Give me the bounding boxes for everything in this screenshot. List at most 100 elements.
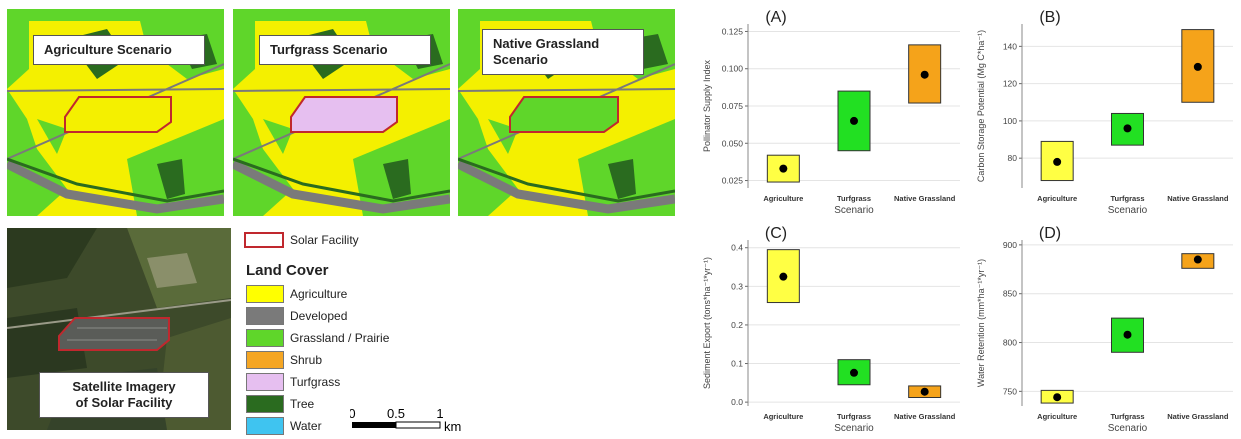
- map-label-line: Satellite Imagery: [72, 379, 176, 394]
- panel-label: (C): [765, 225, 787, 242]
- y-axis-label: Sediment Export (tons*ha⁻¹*yr⁻¹): [702, 257, 712, 389]
- legend-swatch: [246, 373, 284, 391]
- legend-label: Solar Facility: [290, 233, 359, 247]
- map-native-grassland-scenario: Native Grassland Scenario: [458, 9, 675, 216]
- panel-label: (A): [765, 9, 786, 26]
- range-box: [837, 359, 871, 386]
- scale-tick-label: 0.5: [387, 406, 405, 421]
- map-label-line: Native Grassland: [493, 36, 600, 51]
- scale-unit: km: [444, 419, 461, 434]
- scale-tick-label: 1: [436, 406, 443, 421]
- map-label: Turfgrass Scenario: [259, 35, 431, 65]
- legend-item-shrub: Shrub: [246, 350, 322, 370]
- map-label: Native Grassland Scenario: [482, 29, 644, 75]
- x-tick-label: Turfgrass: [837, 194, 871, 203]
- legend-label: Agriculture: [290, 287, 348, 301]
- legend-item-turfgrass: Turfgrass: [246, 372, 340, 392]
- mean-point: [1053, 157, 1062, 166]
- mean-point: [850, 116, 858, 125]
- legend-swatch: [246, 395, 284, 413]
- y-tick-label: 0.125: [722, 26, 744, 36]
- legend-swatch: [246, 307, 284, 325]
- legend-swatch: [246, 285, 284, 303]
- x-tick-label: Agriculture: [763, 194, 803, 203]
- legend-item-water: Water: [246, 416, 322, 436]
- y-axis-label: Pollinator Supply Index: [702, 59, 712, 152]
- mean-point: [1123, 124, 1132, 133]
- chart-panel-a: 0.025 0.050 0.075 0.100 0.125 Agriculture Turf…: [696, 4, 968, 216]
- legend-swatch: [246, 329, 284, 347]
- legend-item-solar-facility: Solar Facility: [244, 232, 359, 248]
- legend-label: Water: [290, 419, 322, 433]
- mean-point: [1123, 330, 1132, 339]
- solar-facility-swatch: [244, 232, 284, 248]
- y-tick-label: 0.2: [731, 320, 743, 330]
- scale-tick-label: 0: [350, 406, 356, 421]
- chart-b-svg: 80 100 120 140 Agriculture Turfgrass Native Gr…: [976, 9, 1233, 216]
- y-tick-label: 0.025: [722, 176, 744, 186]
- panel-label: (D): [1039, 225, 1061, 242]
- x-tick-label: Native Grassland: [894, 412, 956, 421]
- mean-point: [1193, 255, 1202, 264]
- x-tick-label: Agriculture: [1037, 412, 1077, 421]
- mean-point: [920, 70, 929, 79]
- x-tick-label: Turfgrass: [1110, 194, 1144, 203]
- y-tick-label: 0.0: [731, 397, 743, 407]
- y-tick-label: 140: [1003, 41, 1017, 51]
- map-label: Agriculture Scenario: [33, 35, 205, 65]
- range-box: [766, 249, 800, 304]
- mean-point: [850, 368, 858, 377]
- y-tick-label: 0.1: [731, 359, 743, 369]
- chart-panel-c: 0.0 0.1 0.2 0.3 0.4 Agriculture Turfgrass Nativ…: [696, 220, 968, 434]
- y-axis-label: Water Retention (mm*ha⁻¹*yr⁻¹): [976, 259, 986, 387]
- x-axis-label: Scenario: [834, 205, 874, 216]
- legend-swatch: [246, 417, 284, 435]
- y-tick-label: 0.3: [731, 281, 743, 291]
- chart-panel-d: 750 800 850 900 Agriculture Turfgrass Native G…: [970, 220, 1241, 434]
- map-label: Satellite Imagery of Solar Facility: [39, 372, 209, 418]
- satellite-image: Satellite Imagery of Solar Facility: [7, 228, 231, 430]
- legend-item-grassland: Grassland / Prairie: [246, 328, 389, 348]
- legend-item-developed: Developed: [246, 306, 347, 326]
- chart-c-svg: 0.0 0.1 0.2 0.3 0.4 Agriculture Turfgrass Nativ…: [702, 225, 960, 434]
- y-tick-label: 0.4: [731, 243, 743, 253]
- mean-point: [779, 164, 788, 173]
- chart-a-svg: 0.025 0.050 0.075 0.100 0.125 Agriculture Turf…: [702, 9, 960, 216]
- y-tick-label: 120: [1003, 79, 1017, 89]
- chart-d-svg: 750 800 850 900 Agriculture Turfgrass Native G…: [976, 225, 1233, 434]
- panel-label: (B): [1039, 9, 1060, 26]
- mean-point: [779, 272, 788, 281]
- map-label-line: Scenario: [493, 52, 548, 67]
- y-tick-label: 0.075: [722, 101, 744, 111]
- map-turfgrass-scenario: Turfgrass Scenario: [233, 9, 450, 216]
- mean-point: [1053, 393, 1062, 402]
- x-tick-label: Agriculture: [763, 412, 803, 421]
- map-agriculture-scenario: Agriculture Scenario: [7, 9, 224, 216]
- scale-bar: 0 0.5 1 km: [350, 406, 461, 434]
- x-tick-label: Turfgrass: [1110, 412, 1144, 421]
- mean-point: [1193, 62, 1202, 71]
- x-axis-label: Scenario: [1108, 205, 1148, 216]
- scale-segment: [395, 421, 441, 429]
- legend-label: Shrub: [290, 353, 323, 367]
- legend-label: Turfgrass: [290, 375, 341, 389]
- legend-title: Land Cover: [246, 262, 329, 279]
- range-box: [908, 44, 942, 104]
- y-tick-label: 750: [1003, 386, 1017, 396]
- legend-label: Developed: [290, 309, 348, 323]
- x-tick-label: Native Grassland: [1167, 412, 1229, 421]
- y-tick-label: 850: [1003, 289, 1017, 299]
- x-tick-label: Native Grassland: [894, 194, 956, 203]
- x-tick-label: Agriculture: [1037, 194, 1077, 203]
- y-tick-label: 100: [1003, 116, 1017, 126]
- legend-swatch: [246, 351, 284, 369]
- scale-segment: [352, 422, 396, 428]
- y-tick-label: 0.050: [722, 138, 744, 148]
- map-legend: Solar Facility Land Cover Agriculture De…: [244, 228, 444, 436]
- legend-item-agriculture: Agriculture: [246, 284, 347, 304]
- y-axis-label: Carbon Storage Potential (Mg C*ha⁻¹): [976, 30, 986, 182]
- x-tick-label: Native Grassland: [1167, 194, 1229, 203]
- legend-label: Tree: [290, 397, 315, 411]
- y-tick-label: 800: [1003, 338, 1017, 348]
- x-axis-label: Scenario: [834, 423, 874, 434]
